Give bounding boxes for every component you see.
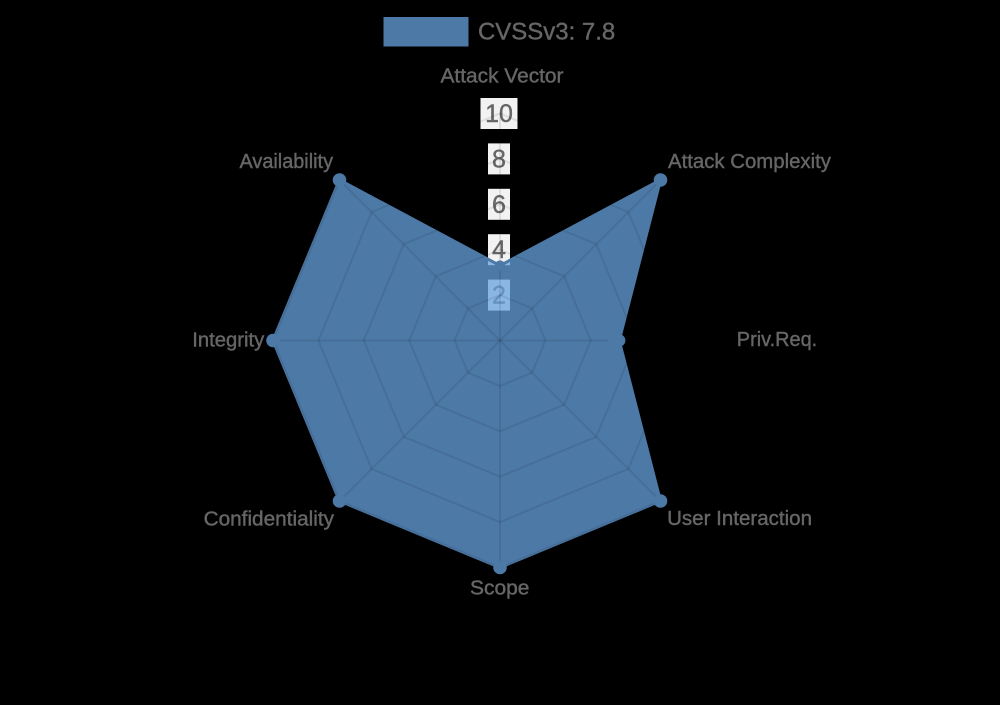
svg-text:8: 8 [492,145,506,173]
svg-text:Integrity: Integrity [192,329,264,351]
svg-text:6: 6 [492,191,506,219]
svg-text:CVSSv3: 7.8: CVSSv3: 7.8 [478,19,615,46]
svg-text:Attack Vector: Attack Vector [441,66,564,88]
svg-text:4: 4 [492,236,506,264]
svg-text:Priv.Req.: Priv.Req. [737,329,817,351]
svg-text:Confidentiality: Confidentiality [204,509,334,531]
svg-text:User Interaction: User Interaction [667,508,812,530]
svg-text:10: 10 [485,100,513,128]
svg-text:Scope: Scope [470,577,529,599]
svg-text:Availability: Availability [240,151,334,173]
svg-text:Attack Complexity: Attack Complexity [668,151,831,173]
